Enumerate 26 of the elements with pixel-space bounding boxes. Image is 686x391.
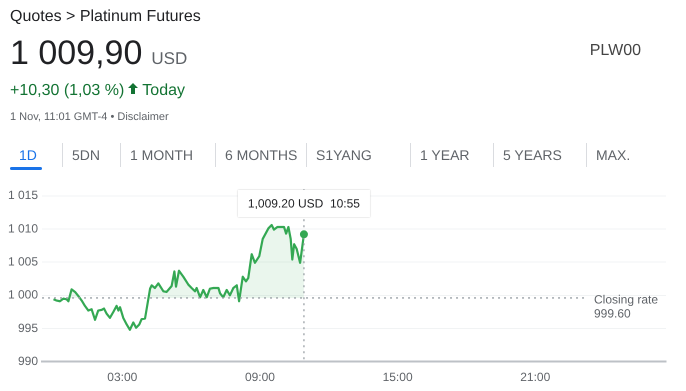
chart-title: Quotes > Platinum Futures bbox=[10, 8, 201, 26]
text: +10,30 (1,03 %) bbox=[10, 82, 124, 99]
y-tick-label: 1 005 bbox=[8, 254, 38, 268]
text: 1D bbox=[18, 146, 38, 165]
text: 5 YEARS bbox=[493, 143, 571, 167]
x-tick-label: 15:00 bbox=[382, 370, 413, 384]
text: PLW00 bbox=[590, 42, 641, 60]
text: 1 Nov, 11:01 GMT-4 • Disclaimer bbox=[10, 111, 169, 123]
y-tick-label: 1 010 bbox=[8, 221, 38, 236]
chart-subtitle: 1 009,90 USD bbox=[10, 34, 188, 72]
text: 1 MONTH bbox=[120, 143, 202, 167]
text: Today bbox=[142, 82, 185, 99]
y-tick-label: 990 bbox=[18, 354, 38, 368]
annotation: 1,009.20 USD 10:55 bbox=[248, 196, 360, 210]
text: 1 YEAR bbox=[410, 143, 479, 167]
text: MAX. bbox=[586, 143, 640, 167]
text: 6 MONTHS bbox=[215, 143, 306, 167]
x-tick-label: 03:00 bbox=[107, 370, 138, 384]
y-tick-label: 995 bbox=[18, 320, 38, 335]
y-tick-label: 1 015 bbox=[8, 188, 38, 202]
text: S1YANG bbox=[306, 143, 381, 167]
x-tick-label: 09:00 bbox=[244, 370, 276, 384]
y-tick-label: 1 000 bbox=[8, 288, 38, 302]
ref-line-label: Closing rate 999.60 bbox=[594, 292, 658, 320]
x-tick-label: 21:00 bbox=[520, 370, 551, 384]
text: 5DN bbox=[62, 143, 110, 167]
